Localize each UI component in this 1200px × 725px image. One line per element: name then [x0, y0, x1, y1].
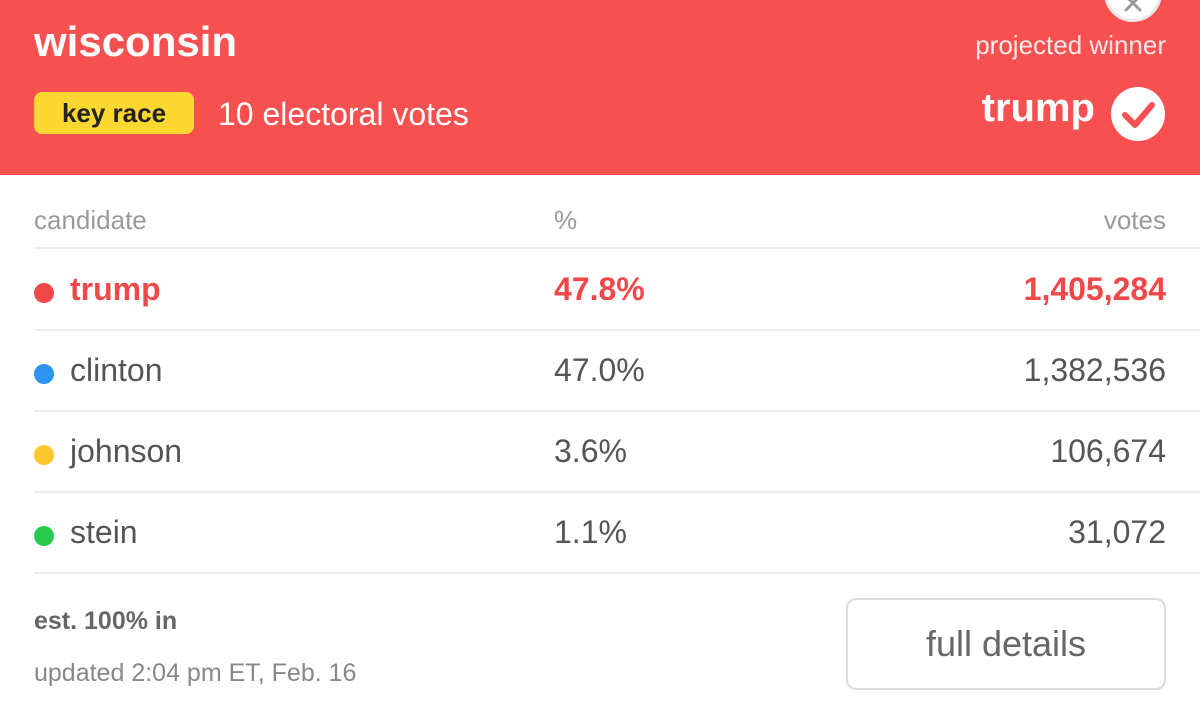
candidate-percent: 47.8% [554, 271, 645, 307]
header-percent: % [554, 205, 578, 235]
candidate-name: johnson [70, 433, 183, 469]
close-button[interactable] [1104, 0, 1162, 22]
johnson-color-dot [34, 445, 54, 465]
candidate-percent: 1.1% [554, 514, 627, 550]
clinton-color-dot [34, 364, 54, 384]
header-votes: votes [1103, 205, 1166, 235]
divider [34, 491, 1200, 493]
reporting-status: est. 100% in [34, 607, 178, 635]
projected-winner-name: trump [981, 86, 1095, 130]
full-details-button[interactable]: full details [846, 598, 1166, 690]
table-header: candidate % votes [34, 205, 1166, 245]
table-row-clinton: clinton 47.0% 1,382,536 [34, 330, 1166, 410]
table-row-johnson: johnson 3.6% 106,674 [34, 411, 1166, 491]
divider [34, 410, 1200, 412]
candidate-name: trump [70, 271, 161, 307]
divider [34, 572, 1200, 574]
candidate-name: stein [70, 514, 138, 550]
results-table: candidate % votes trump 47.8% 1,405,284 … [0, 175, 1200, 725]
divider [34, 247, 1200, 249]
close-icon [1124, 0, 1142, 12]
header-candidate: candidate [34, 205, 147, 235]
electoral-votes: 10 electoral votes [218, 96, 469, 132]
race-header: wisconsin projected winner key race 10 e… [0, 0, 1200, 175]
candidate-votes: 1,382,536 [1023, 352, 1166, 388]
table-row-trump: trump 47.8% 1,405,284 [34, 249, 1166, 329]
candidate-name: clinton [70, 352, 163, 388]
state-title: wisconsin [34, 18, 238, 65]
candidate-percent: 47.0% [554, 352, 645, 388]
stein-color-dot [34, 526, 54, 546]
divider [34, 329, 1200, 331]
candidate-votes: 106,674 [1050, 433, 1166, 469]
candidate-percent: 3.6% [554, 433, 627, 469]
winner-check-icon [1111, 87, 1165, 141]
trump-color-dot [34, 283, 54, 303]
projected-winner-label: projected winner [975, 30, 1166, 60]
candidate-votes: 31,072 [1068, 514, 1166, 550]
updated-timestamp: updated 2:04 pm ET, Feb. 16 [34, 659, 357, 687]
table-row-stein: stein 1.1% 31,072 [34, 492, 1166, 572]
candidate-votes: 1,405,284 [1023, 271, 1166, 307]
key-race-badge: key race [34, 92, 194, 134]
